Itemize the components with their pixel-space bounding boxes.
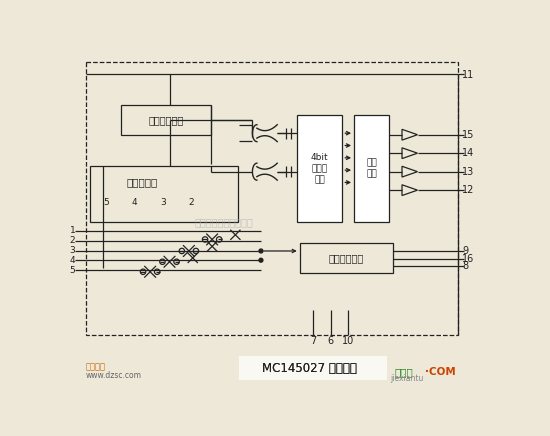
Text: 9: 9 <box>463 246 469 256</box>
Bar <box>90 166 238 222</box>
Text: 3: 3 <box>70 246 75 255</box>
Text: MC145027 逻辑框图: MC145027 逻辑框图 <box>262 361 356 375</box>
Text: 1: 1 <box>70 226 75 235</box>
Text: 13: 13 <box>463 167 475 177</box>
Bar <box>239 357 387 380</box>
Text: 4bit
移位寄
存器: 4bit 移位寄 存器 <box>311 153 329 184</box>
Bar <box>354 116 389 222</box>
Circle shape <box>259 258 263 262</box>
Text: 数据提取电路: 数据提取电路 <box>328 253 364 263</box>
Text: 15: 15 <box>463 130 475 140</box>
Text: 3: 3 <box>161 198 166 207</box>
Text: www.dzsc.com: www.dzsc.com <box>86 371 142 380</box>
Text: 2: 2 <box>70 236 75 245</box>
Text: 杭州将睿科技有限公司: 杭州将睿科技有限公司 <box>194 217 253 227</box>
Text: 5: 5 <box>103 198 109 207</box>
Text: 6: 6 <box>328 336 334 346</box>
Text: ·COM: ·COM <box>425 367 456 377</box>
Text: 序列发生器: 序列发生器 <box>126 177 158 187</box>
Text: 11: 11 <box>463 71 475 80</box>
Text: 2: 2 <box>189 198 194 207</box>
Text: 10: 10 <box>342 336 354 346</box>
Text: 7: 7 <box>310 336 316 346</box>
Text: MC145027 逻辑框图: MC145027 逻辑框图 <box>262 361 356 375</box>
Text: 14: 14 <box>463 148 475 158</box>
Text: 5: 5 <box>70 266 75 275</box>
Circle shape <box>259 249 263 253</box>
Text: 12: 12 <box>463 185 475 195</box>
Bar <box>122 105 211 136</box>
Bar <box>300 243 393 272</box>
Text: 8: 8 <box>463 261 469 271</box>
Text: 接线图: 接线图 <box>394 367 413 377</box>
Text: jiexiantu: jiexiantu <box>390 374 424 383</box>
Bar <box>298 116 342 222</box>
Text: 维库一下: 维库一下 <box>86 362 106 371</box>
Text: 控制逻辑电路: 控制逻辑电路 <box>148 115 184 125</box>
Text: 16: 16 <box>463 254 475 264</box>
Text: 锁存
电路: 锁存 电路 <box>366 159 377 179</box>
Text: 4: 4 <box>132 198 138 207</box>
Text: 4: 4 <box>70 256 75 265</box>
Bar <box>86 61 458 335</box>
